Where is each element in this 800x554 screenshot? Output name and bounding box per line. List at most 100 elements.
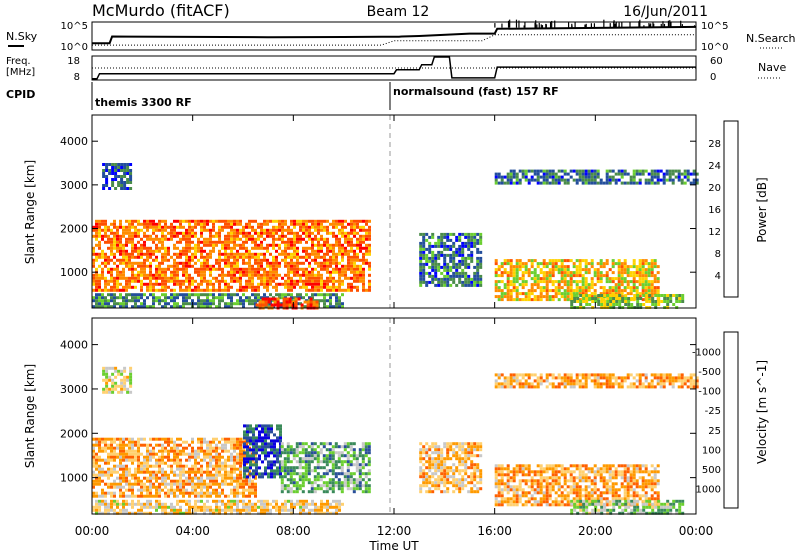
data-cell [236, 231, 239, 235]
data-cell [419, 256, 423, 260]
data-cell [359, 225, 362, 229]
data-cell [200, 302, 203, 306]
data-cell [317, 231, 320, 235]
data-cell [305, 219, 308, 223]
data-cell [638, 292, 642, 296]
data-cell [98, 288, 101, 292]
data-cell [284, 240, 287, 244]
data-cell [293, 270, 296, 274]
data-cell [113, 255, 116, 259]
data-cell [261, 475, 264, 479]
data-cell [164, 279, 167, 283]
data-cell [164, 270, 167, 274]
data-cell [295, 460, 299, 464]
data-cell [656, 271, 660, 275]
data-cell [155, 476, 158, 480]
data-cell [92, 464, 95, 468]
data-cell [128, 437, 131, 441]
data-cell [197, 437, 200, 441]
data-cell [239, 499, 242, 503]
data-cell [563, 274, 567, 278]
data-cell [140, 482, 143, 486]
data-cell [125, 282, 128, 286]
data-cell [653, 172, 657, 176]
data-cell [620, 289, 624, 293]
data-cell [581, 175, 585, 179]
data-cell [623, 169, 627, 173]
data-cell [307, 463, 311, 467]
data-cell [275, 499, 278, 503]
data-cell [461, 283, 465, 287]
data-cell [245, 234, 248, 238]
data-cell [296, 240, 299, 244]
data-cell [334, 466, 338, 470]
data-cell [296, 249, 299, 253]
data-cell [310, 484, 314, 488]
data-cell [137, 222, 140, 226]
data-cell [242, 231, 245, 235]
data-cell [575, 169, 579, 173]
data-cell [361, 454, 365, 458]
data-cell [248, 273, 251, 277]
data-cell [629, 286, 633, 290]
data-cell [340, 487, 344, 491]
data-cell [243, 433, 246, 437]
freq-unit-label: [MHz] [6, 67, 35, 78]
data-cell [233, 485, 236, 489]
data-cell [146, 449, 149, 453]
data-cell [554, 178, 558, 182]
data-cell [338, 285, 341, 289]
data-cell [349, 442, 353, 446]
data-cell [176, 494, 179, 498]
data-cell [221, 443, 224, 447]
data-cell [563, 265, 567, 269]
data-cell [113, 502, 116, 506]
data-cell [173, 246, 176, 250]
data-cell [284, 264, 287, 268]
data-cell [533, 274, 537, 278]
data-cell [290, 505, 293, 509]
data-cell [322, 484, 326, 488]
data-cell [206, 267, 209, 271]
data-cell [584, 169, 588, 173]
data-cell [170, 505, 173, 509]
data-cell [276, 303, 280, 307]
data-cell [197, 246, 200, 250]
data-cell [494, 178, 498, 182]
data-cell [140, 437, 143, 441]
data-cell [633, 297, 637, 300]
data-cell [158, 225, 161, 229]
data-cell [286, 490, 290, 494]
data-cell [358, 475, 362, 479]
data-cell [218, 473, 221, 477]
data-cell [110, 470, 113, 474]
data-cell [161, 228, 164, 232]
data-cell [104, 494, 107, 498]
data-cell [110, 279, 113, 283]
data-cell [304, 448, 308, 452]
data-cell [176, 225, 179, 229]
data-cell [305, 267, 308, 271]
data-cell [260, 267, 263, 271]
data-cell [337, 487, 341, 491]
data-cell [320, 264, 323, 268]
data-cell [111, 181, 115, 184]
data-cell [92, 473, 95, 477]
data-cell [272, 231, 275, 235]
data-cell [108, 163, 112, 166]
data-cell [246, 439, 249, 443]
data-cell [206, 302, 209, 306]
data-cell [572, 289, 576, 293]
data-cell [95, 225, 98, 229]
data-cell [650, 175, 654, 179]
data-cell [251, 485, 254, 489]
data-cell [515, 277, 519, 281]
data-cell [596, 277, 600, 281]
data-cell [276, 472, 279, 476]
data-cell [650, 271, 654, 275]
data-cell [200, 273, 203, 277]
data-cell [218, 467, 221, 471]
data-cell [233, 276, 236, 280]
data-cell [353, 249, 356, 253]
data-cell [617, 169, 621, 173]
